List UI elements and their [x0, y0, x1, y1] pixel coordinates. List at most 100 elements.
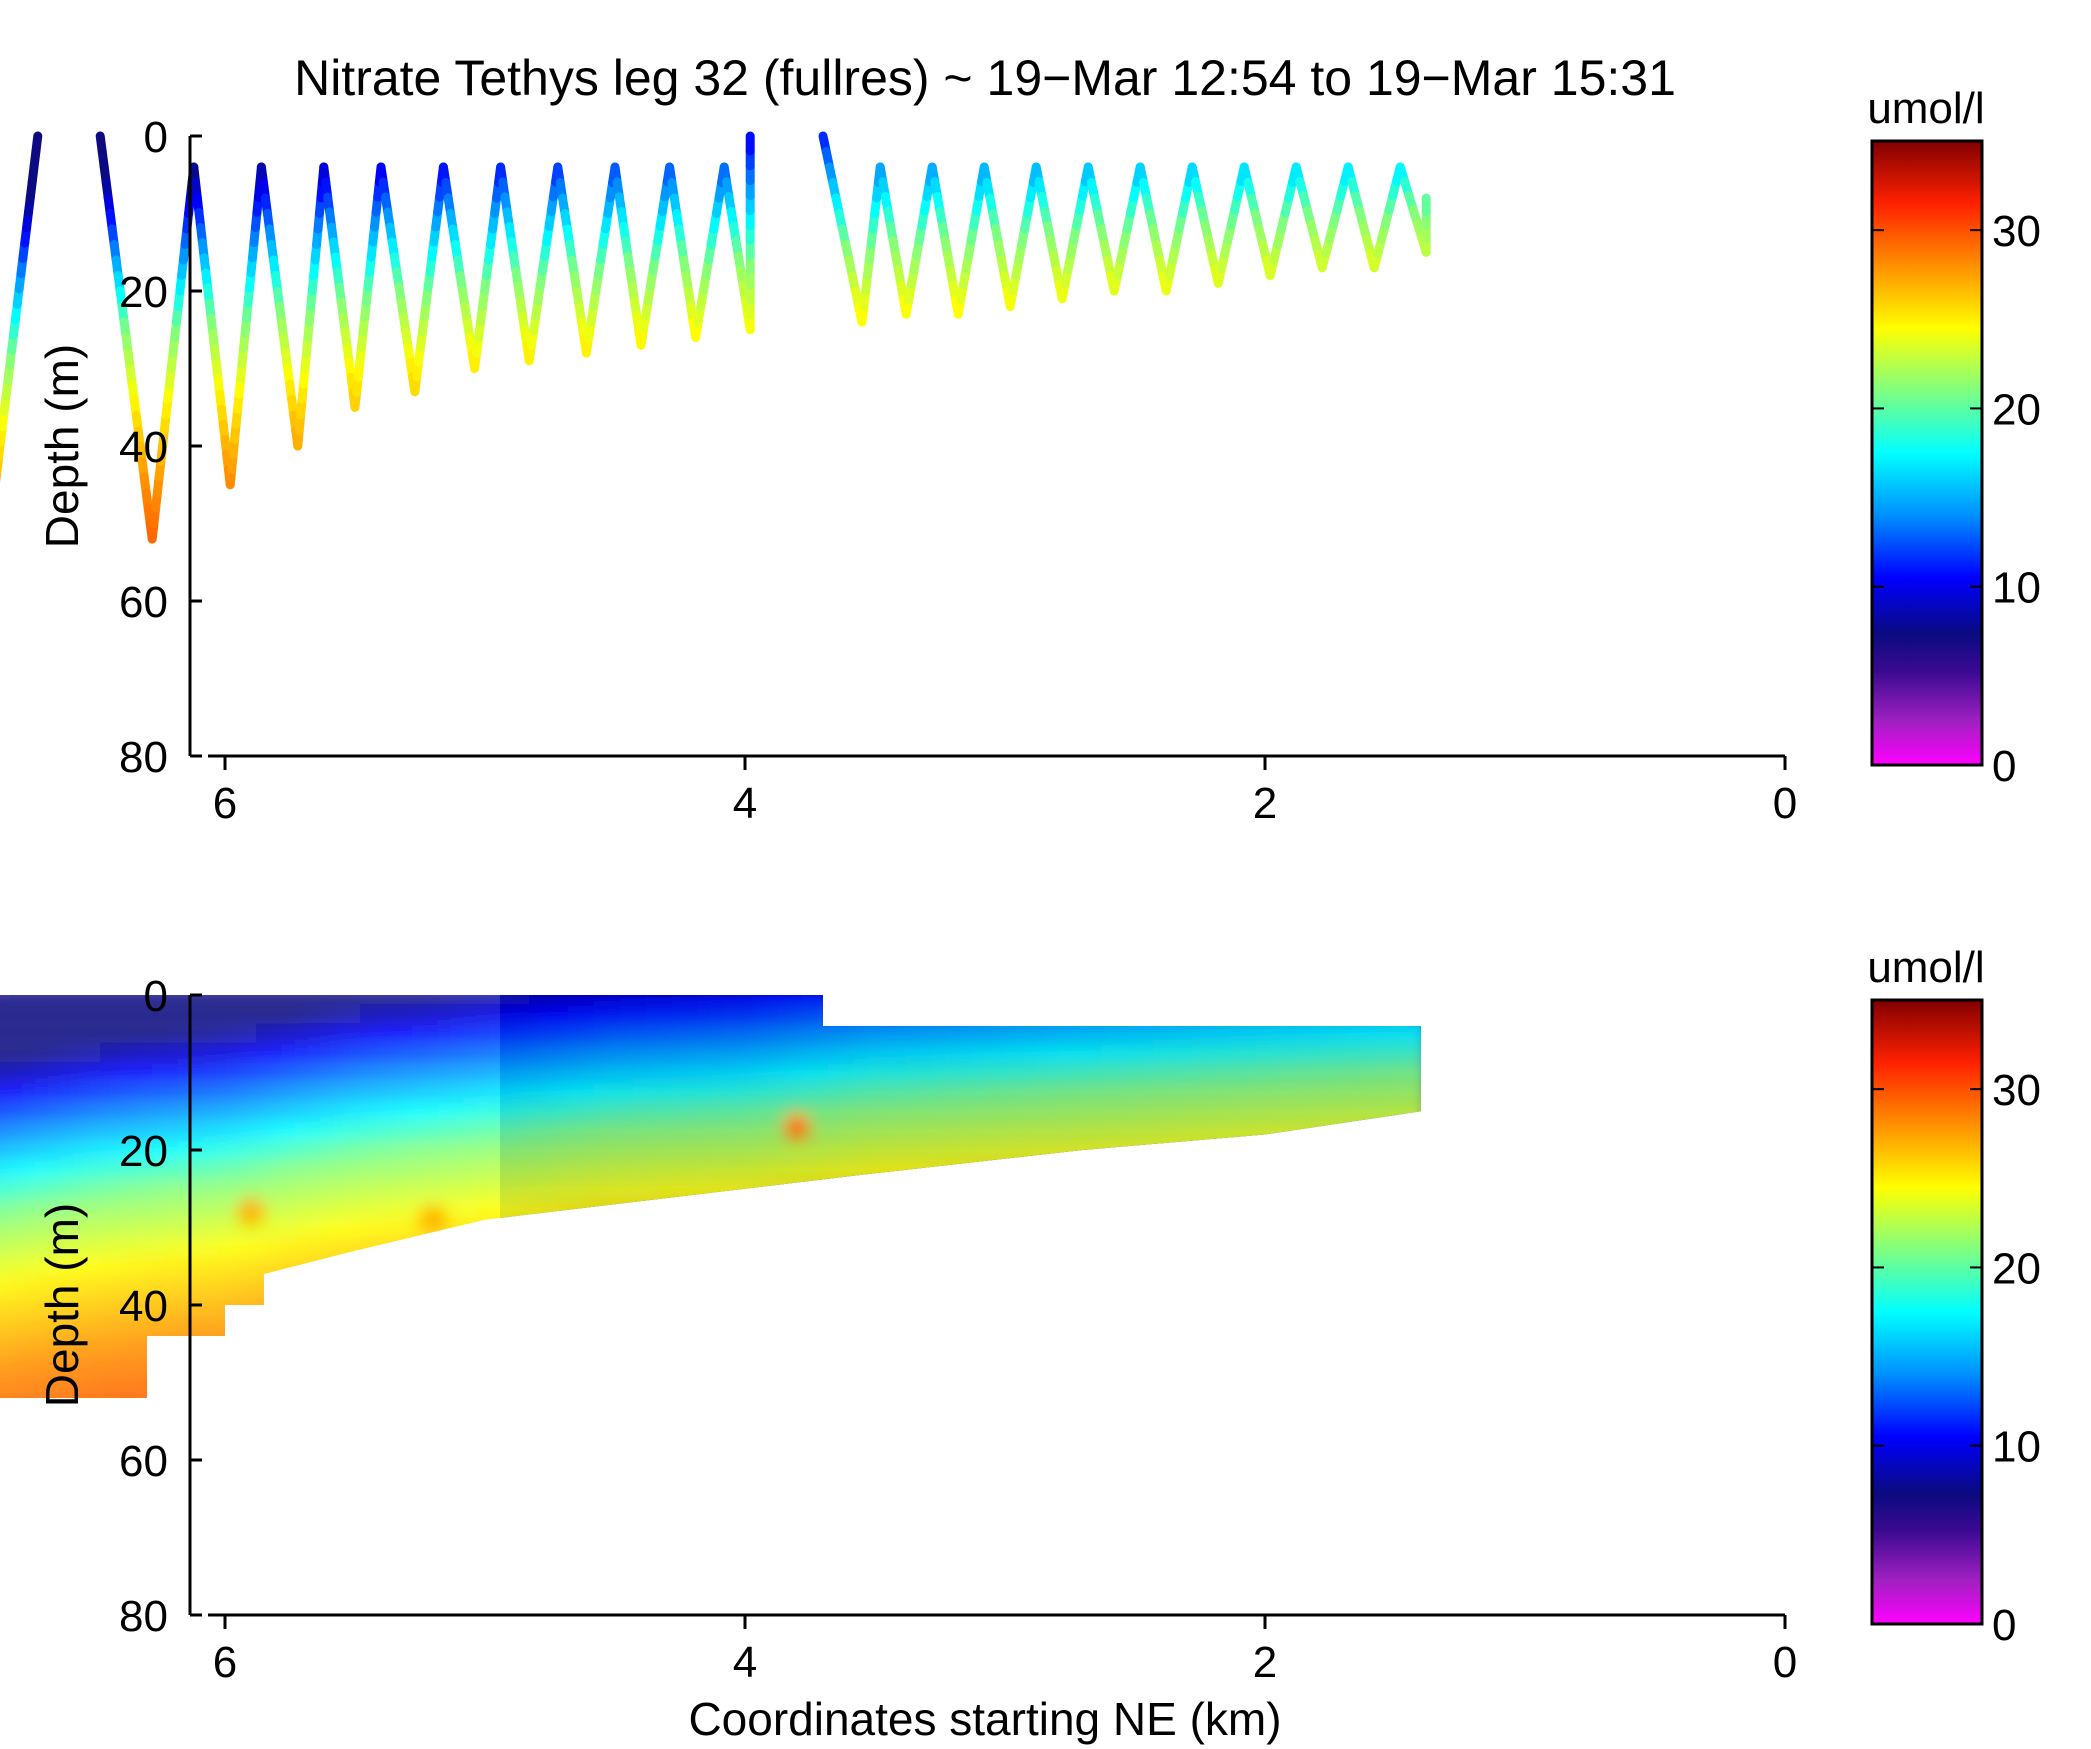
section-cell	[61, 1297, 78, 1314]
section-cell	[737, 1452, 754, 1469]
section-cell	[165, 1180, 182, 1198]
section-cell	[373, 1161, 390, 1179]
section-cell	[191, 1510, 208, 1528]
section-cell	[113, 1374, 130, 1392]
section-cell	[100, 1025, 117, 1043]
section-cell	[750, 1548, 767, 1566]
section-cell	[126, 1219, 143, 1237]
section-cell	[321, 1471, 338, 1489]
section-cell	[308, 1490, 325, 1508]
section-cell	[516, 1510, 533, 1528]
section-cell	[347, 1529, 364, 1547]
section-cell	[698, 1161, 715, 1179]
section-cell	[594, 1219, 611, 1237]
section-cell	[87, 1607, 104, 1608]
section-cell	[22, 1045, 39, 1063]
section-cell	[503, 1413, 520, 1431]
section-cell	[607, 1083, 624, 1101]
section-cell	[412, 1122, 429, 1140]
section-cell	[152, 1219, 169, 1237]
section-cell	[48, 1142, 65, 1159]
section-cell	[217, 1452, 234, 1469]
section-cell	[412, 1277, 429, 1295]
section-cell	[646, 1200, 663, 1218]
section-cell	[321, 1413, 338, 1431]
section-cell	[763, 1374, 780, 1392]
section-cell	[321, 1219, 338, 1237]
section-cell	[490, 1471, 507, 1489]
section-cell	[165, 1045, 182, 1063]
section-cell	[750, 1413, 767, 1431]
section-cell	[48, 1510, 65, 1528]
section-cell	[516, 1297, 533, 1314]
section-cell	[386, 1529, 403, 1547]
section-cell	[282, 1393, 299, 1411]
section-cell	[542, 1335, 559, 1353]
section-cell	[48, 1025, 65, 1043]
section-cell	[191, 1471, 208, 1489]
section-cell	[152, 1393, 169, 1411]
section-cell	[386, 1316, 403, 1334]
section-cell	[139, 1277, 156, 1295]
section-cell	[659, 1180, 676, 1198]
section-cell	[724, 1471, 741, 1489]
section-cell	[165, 1238, 182, 1256]
section-cell	[737, 1083, 754, 1101]
section-cell	[646, 1335, 663, 1353]
section-cell	[542, 1568, 559, 1586]
section-cell	[412, 1413, 429, 1431]
section-cell	[35, 1258, 52, 1276]
section-cell	[698, 1045, 715, 1063]
section-cell	[789, 1374, 806, 1392]
section-cell	[230, 1316, 247, 1334]
section-cell	[802, 1161, 819, 1179]
section-cell	[646, 1122, 663, 1140]
section-cell	[698, 1006, 715, 1024]
section-cell	[789, 1045, 806, 1063]
section-cell	[555, 1045, 572, 1063]
section-cell	[74, 1045, 91, 1063]
section-cell	[594, 1064, 611, 1082]
section-cell	[0, 1432, 13, 1450]
colorbar-tick-label: 30	[1992, 207, 2041, 256]
section-cell	[334, 1045, 351, 1063]
section-cell	[711, 1432, 728, 1450]
section-cell	[48, 1045, 65, 1063]
section-cell	[425, 1452, 442, 1469]
section-cell	[607, 1219, 624, 1237]
section-cell	[61, 1587, 78, 1605]
section-cell	[633, 1122, 650, 1140]
section-cell	[659, 1374, 676, 1392]
section-cell	[620, 1277, 637, 1295]
section-cell	[685, 1529, 702, 1547]
section-cell	[802, 1064, 819, 1082]
section-cell	[35, 1374, 52, 1392]
section-cell	[464, 1064, 481, 1082]
section-cell	[776, 1374, 793, 1392]
section-cell	[685, 1064, 702, 1082]
section-cell	[204, 1548, 221, 1566]
section-cell	[685, 1297, 702, 1314]
section-cell	[789, 1142, 806, 1159]
section-cell	[308, 1006, 325, 1024]
section-cell	[321, 1238, 338, 1256]
section-cell	[659, 1432, 676, 1450]
section-cell	[165, 1083, 182, 1101]
section-cell	[477, 1490, 494, 1508]
section-cell	[503, 1142, 520, 1159]
section-cell	[646, 1161, 663, 1179]
section-cell	[230, 1471, 247, 1489]
section-cell	[815, 1393, 832, 1411]
section-cell	[776, 1393, 793, 1411]
section-cell	[568, 1180, 585, 1198]
section-cell	[256, 1122, 273, 1140]
section-cell	[724, 1452, 741, 1469]
section-cell	[503, 1064, 520, 1082]
section-cell	[542, 1025, 559, 1043]
section-cell	[412, 1374, 429, 1392]
section-cell	[711, 1452, 728, 1469]
section-cell	[477, 1238, 494, 1256]
section-cell	[789, 1568, 806, 1586]
section-cell	[243, 1103, 260, 1121]
